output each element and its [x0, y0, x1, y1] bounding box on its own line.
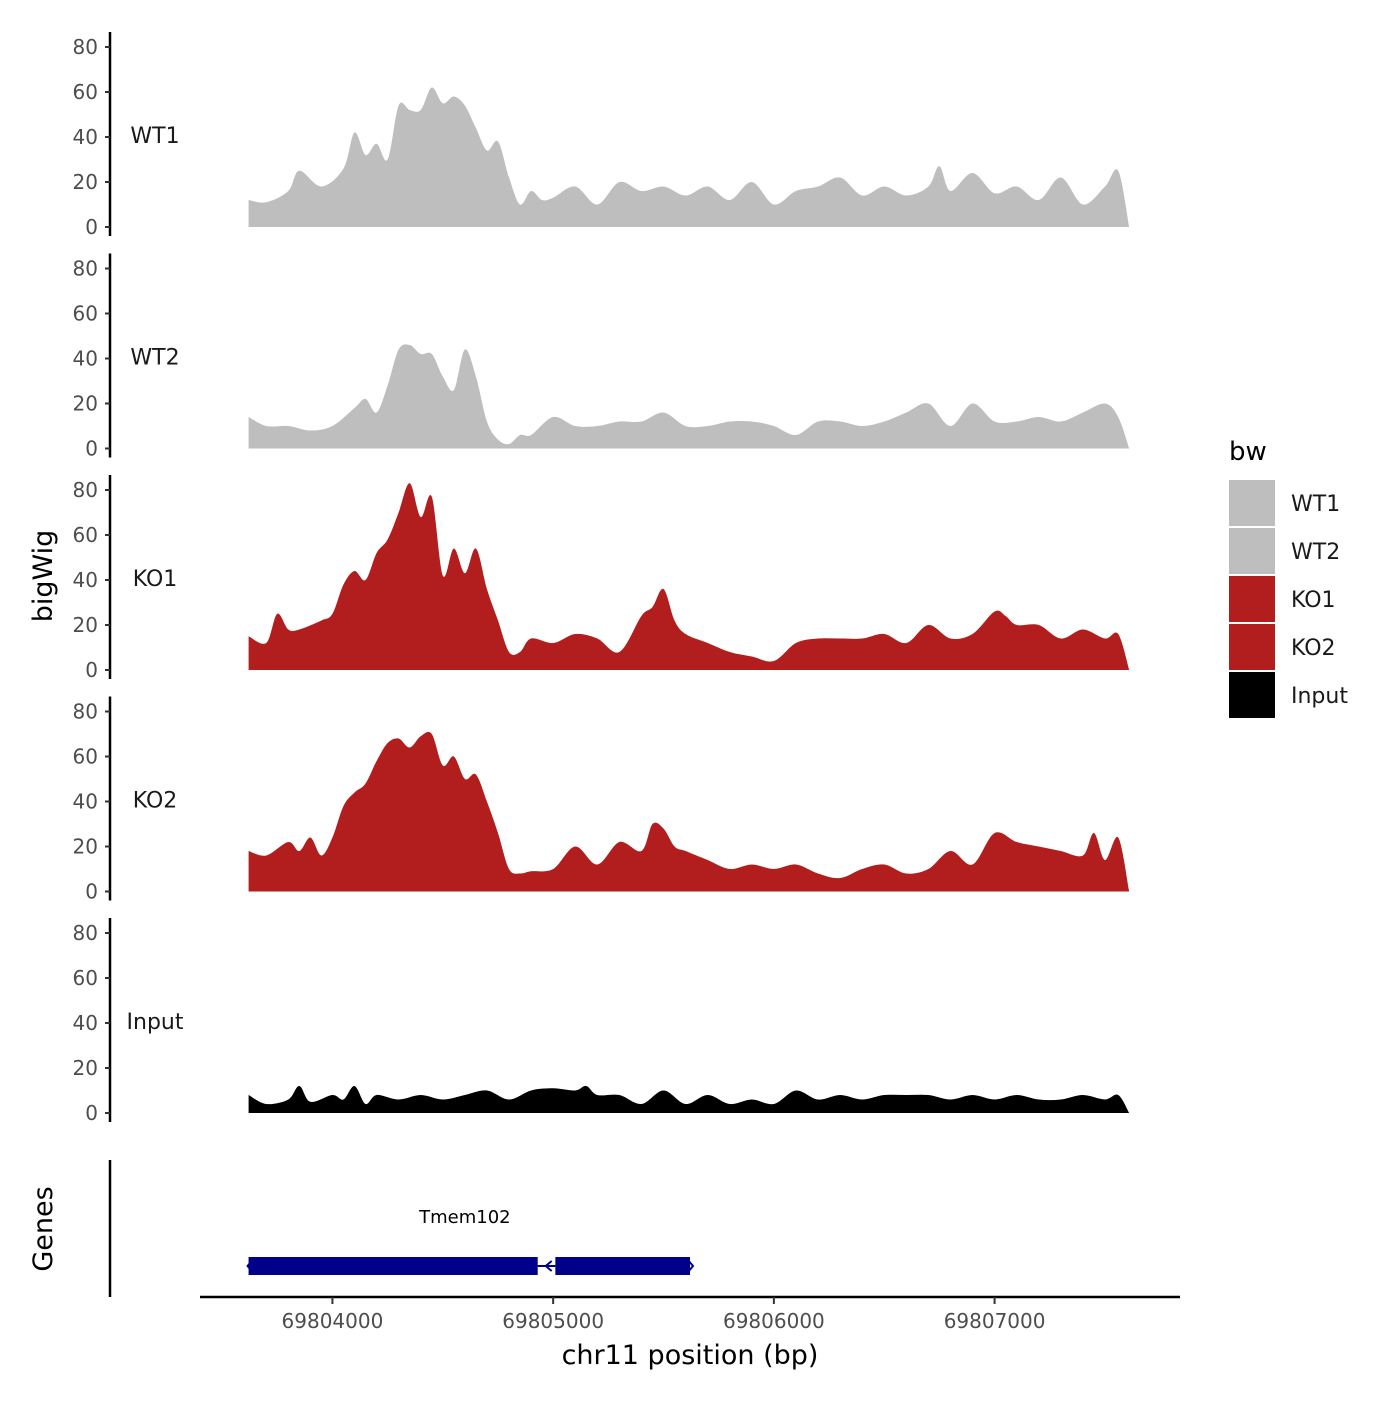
track-label-WT1: WT1: [130, 124, 179, 149]
area-Input: [248, 1085, 1130, 1113]
y-tick-label: 40: [73, 790, 98, 814]
y-tick-label: 20: [73, 1056, 98, 1080]
legend-label-WT2: WT2: [1291, 540, 1340, 565]
area-KO1: [248, 483, 1130, 670]
legend-swatch-KO1: [1229, 576, 1275, 622]
gene-label: Tmem102: [418, 1207, 511, 1228]
y-tick-label: 40: [73, 1011, 98, 1035]
y-axis-title: bigWig: [28, 530, 59, 623]
y-tick-label: 40: [73, 347, 98, 371]
x-axis-title: chr11 position (bp): [562, 1340, 819, 1371]
gene-exon: [248, 1257, 538, 1275]
area-WT1: [248, 87, 1130, 227]
x-tick-label: 69805000: [502, 1309, 604, 1333]
y-tick-label: 0: [85, 437, 98, 461]
gene-exon: [555, 1257, 690, 1275]
legend-swatch-WT1: [1229, 480, 1275, 526]
track-label-KO2: KO2: [133, 789, 178, 814]
y-tick-label: 20: [73, 392, 98, 416]
y-tick-label: 0: [85, 880, 98, 904]
area-WT2: [248, 344, 1130, 449]
track-label-WT2: WT2: [130, 346, 179, 371]
strand-arrow-icon: [544, 1260, 553, 1272]
x-tick-label: 69804000: [282, 1309, 384, 1333]
y-tick-label: 40: [73, 125, 98, 149]
y-tick-label: 60: [73, 966, 98, 990]
y-tick-label: 60: [73, 523, 98, 547]
strand-arrow-icon: [246, 1259, 254, 1273]
track-label-Input: Input: [127, 1010, 184, 1035]
y-tick-label: 80: [73, 478, 98, 502]
y-tick-label: 0: [85, 1101, 98, 1125]
y-tick-label: 0: [85, 658, 98, 682]
y-tick-label: 80: [73, 35, 98, 59]
area-KO2: [248, 731, 1130, 892]
legend-label-WT1: WT1: [1291, 492, 1340, 517]
y-tick-label: 80: [73, 257, 98, 281]
legend-swatch-KO2: [1229, 624, 1275, 670]
legend-title: bw: [1229, 437, 1267, 467]
x-tick-label: 69806000: [723, 1309, 825, 1333]
y-tick-label: 80: [73, 921, 98, 945]
y-tick-label: 20: [73, 170, 98, 194]
x-tick-label: 69807000: [944, 1309, 1046, 1333]
genes-axis-title: Genes: [28, 1186, 59, 1271]
legend-label-KO2: KO2: [1291, 636, 1336, 661]
legend-label-KO1: KO1: [1291, 588, 1336, 613]
legend-swatch-Input: [1229, 672, 1275, 718]
y-tick-label: 60: [73, 745, 98, 769]
y-tick-label: 20: [73, 835, 98, 859]
track-label-KO1: KO1: [133, 567, 178, 592]
y-tick-label: 80: [73, 700, 98, 724]
y-tick-label: 60: [73, 302, 98, 326]
y-tick-label: 40: [73, 568, 98, 592]
y-tick-label: 0: [85, 215, 98, 239]
y-tick-label: 20: [73, 613, 98, 637]
strand-arrow-icon: [687, 1259, 695, 1273]
legend-swatch-WT2: [1229, 528, 1275, 574]
legend-label-Input: Input: [1291, 684, 1348, 709]
y-tick-label: 60: [73, 80, 98, 104]
